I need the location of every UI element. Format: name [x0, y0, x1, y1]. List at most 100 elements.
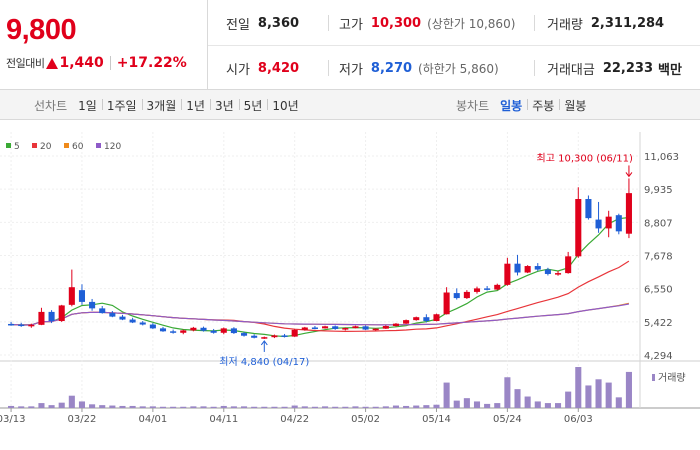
grid: [0, 132, 700, 409]
change-rate: +17.22%: [116, 55, 187, 71]
candle-body: [200, 327, 207, 331]
volume-bar: [605, 382, 612, 408]
candle-body: [362, 326, 369, 330]
candle-body: [494, 284, 501, 290]
tab-daily[interactable]: 일봉: [500, 98, 523, 113]
candle-body: [210, 330, 217, 333]
current-price: 9,800: [6, 14, 77, 46]
tab-3m[interactable]: 3개월: [141, 97, 182, 114]
volume-bar: [119, 405, 126, 408]
volume-bar: [139, 406, 146, 408]
volume-bar: [190, 406, 197, 408]
legend: 5 20 60 120: [6, 142, 121, 152]
candle-body: [28, 324, 35, 327]
volume-bar: [352, 406, 359, 408]
tab-1d[interactable]: 1일: [78, 98, 97, 113]
legend-label: 20: [40, 142, 52, 152]
x-tick-label: 03/22: [68, 414, 97, 425]
stats-panel: 전일 8,360 시가 8,420 고가 10,300 (상한가 10,860)…: [208, 0, 700, 90]
volume-bar: [494, 403, 501, 408]
stat-high: 고가 10,300 (상한가 10,860): [339, 13, 515, 33]
tab-10y[interactable]: 10년: [267, 97, 303, 114]
stat-value: 8,360: [257, 15, 300, 31]
volume-bar: [271, 406, 278, 408]
volume-bar: [261, 406, 268, 408]
candle-body: [230, 328, 237, 334]
tab-monthly[interactable]: 월봉: [559, 97, 591, 114]
candle-body: [382, 326, 389, 329]
low-annotation: 최저 4,840 (04/17): [219, 356, 309, 368]
change-row: 전일대비 1,440 +17.22%: [6, 54, 187, 72]
volume-bar: [332, 406, 339, 408]
volume-bar: [58, 402, 65, 408]
candle-body: [170, 331, 177, 333]
y-tick-label: 6,550: [644, 285, 673, 296]
volume-bar: [463, 398, 470, 408]
legend-swatch: [64, 143, 69, 148]
legend-label: 120: [104, 142, 121, 152]
x-tick-label: 05/14: [422, 414, 451, 425]
x-tick-label: 03/13: [0, 414, 25, 425]
up-triangle-icon: [46, 57, 59, 69]
stat-label: 저가: [339, 62, 363, 78]
stat-unit: 백만: [658, 62, 682, 78]
tab-5y[interactable]: 5년: [238, 97, 268, 114]
low-arrow-head: [260, 340, 268, 346]
stat-value: 22,233: [602, 60, 654, 76]
candle-body: [423, 317, 430, 322]
stat-value: 8,270: [370, 60, 413, 76]
candle-body: [595, 219, 602, 229]
volume-bar: [99, 405, 106, 408]
candle-body: [392, 323, 400, 327]
volume-bar: [311, 406, 318, 408]
candle-body: [554, 273, 562, 275]
ma-5-line: [11, 216, 629, 338]
axes: 11,063 9,935 8,807 7,678 6,550 5,422 4,294 03/1…: [0, 152, 679, 425]
candle-body: [544, 269, 551, 274]
volume-bar: [8, 405, 15, 408]
stat-label: 거래대금: [547, 62, 595, 78]
candle-body: [251, 335, 258, 338]
volume-bar: [473, 401, 481, 408]
volume-bar: [443, 382, 450, 408]
candle-body: [220, 328, 227, 333]
candle-body: [99, 308, 106, 314]
volume-bar: [322, 406, 329, 408]
tab-3y[interactable]: 3년: [209, 97, 239, 114]
candle-body: [322, 326, 329, 329]
tab-1y[interactable]: 1년: [181, 97, 210, 114]
volume-bar: [433, 404, 440, 408]
stat-low: 저가 8,270 (하한가 5,860): [339, 58, 499, 78]
candle-body: [291, 329, 298, 337]
candle-body: [129, 319, 136, 323]
stat-label: 고가: [339, 17, 363, 33]
candle-chart-title: 봉차트: [456, 98, 490, 113]
volume-bar: [453, 400, 460, 408]
candle-body: [240, 333, 248, 336]
candle-body: [180, 330, 187, 333]
volume-bar: [585, 385, 592, 408]
candles: [8, 178, 632, 339]
candle-body: [413, 317, 420, 321]
volume-bar: [159, 406, 167, 408]
stat-label: 거래량: [547, 17, 583, 33]
x-tick-label: 05/24: [493, 414, 522, 425]
candle-body: [48, 311, 55, 322]
stat-label: 전일: [226, 17, 250, 33]
high-arrow-head: [625, 172, 633, 178]
volume-bar: [392, 405, 400, 408]
stat-value: 10,300: [370, 15, 422, 31]
volume-bar: [514, 389, 521, 408]
tab-weekly[interactable]: 주봉: [527, 97, 559, 114]
candle-body: [403, 320, 410, 324]
volume-bar: [149, 406, 156, 408]
stat-open: 시가 8,420: [226, 58, 299, 78]
volume-bar: [210, 406, 217, 408]
candle-body: [615, 215, 622, 232]
volume-bar: [544, 403, 551, 408]
y-tick-label: 9,935: [644, 185, 673, 196]
candle-body: [625, 193, 632, 234]
candle-body: [605, 216, 612, 229]
tab-1w[interactable]: 1주일: [101, 97, 142, 114]
candle-body: [463, 291, 470, 299]
